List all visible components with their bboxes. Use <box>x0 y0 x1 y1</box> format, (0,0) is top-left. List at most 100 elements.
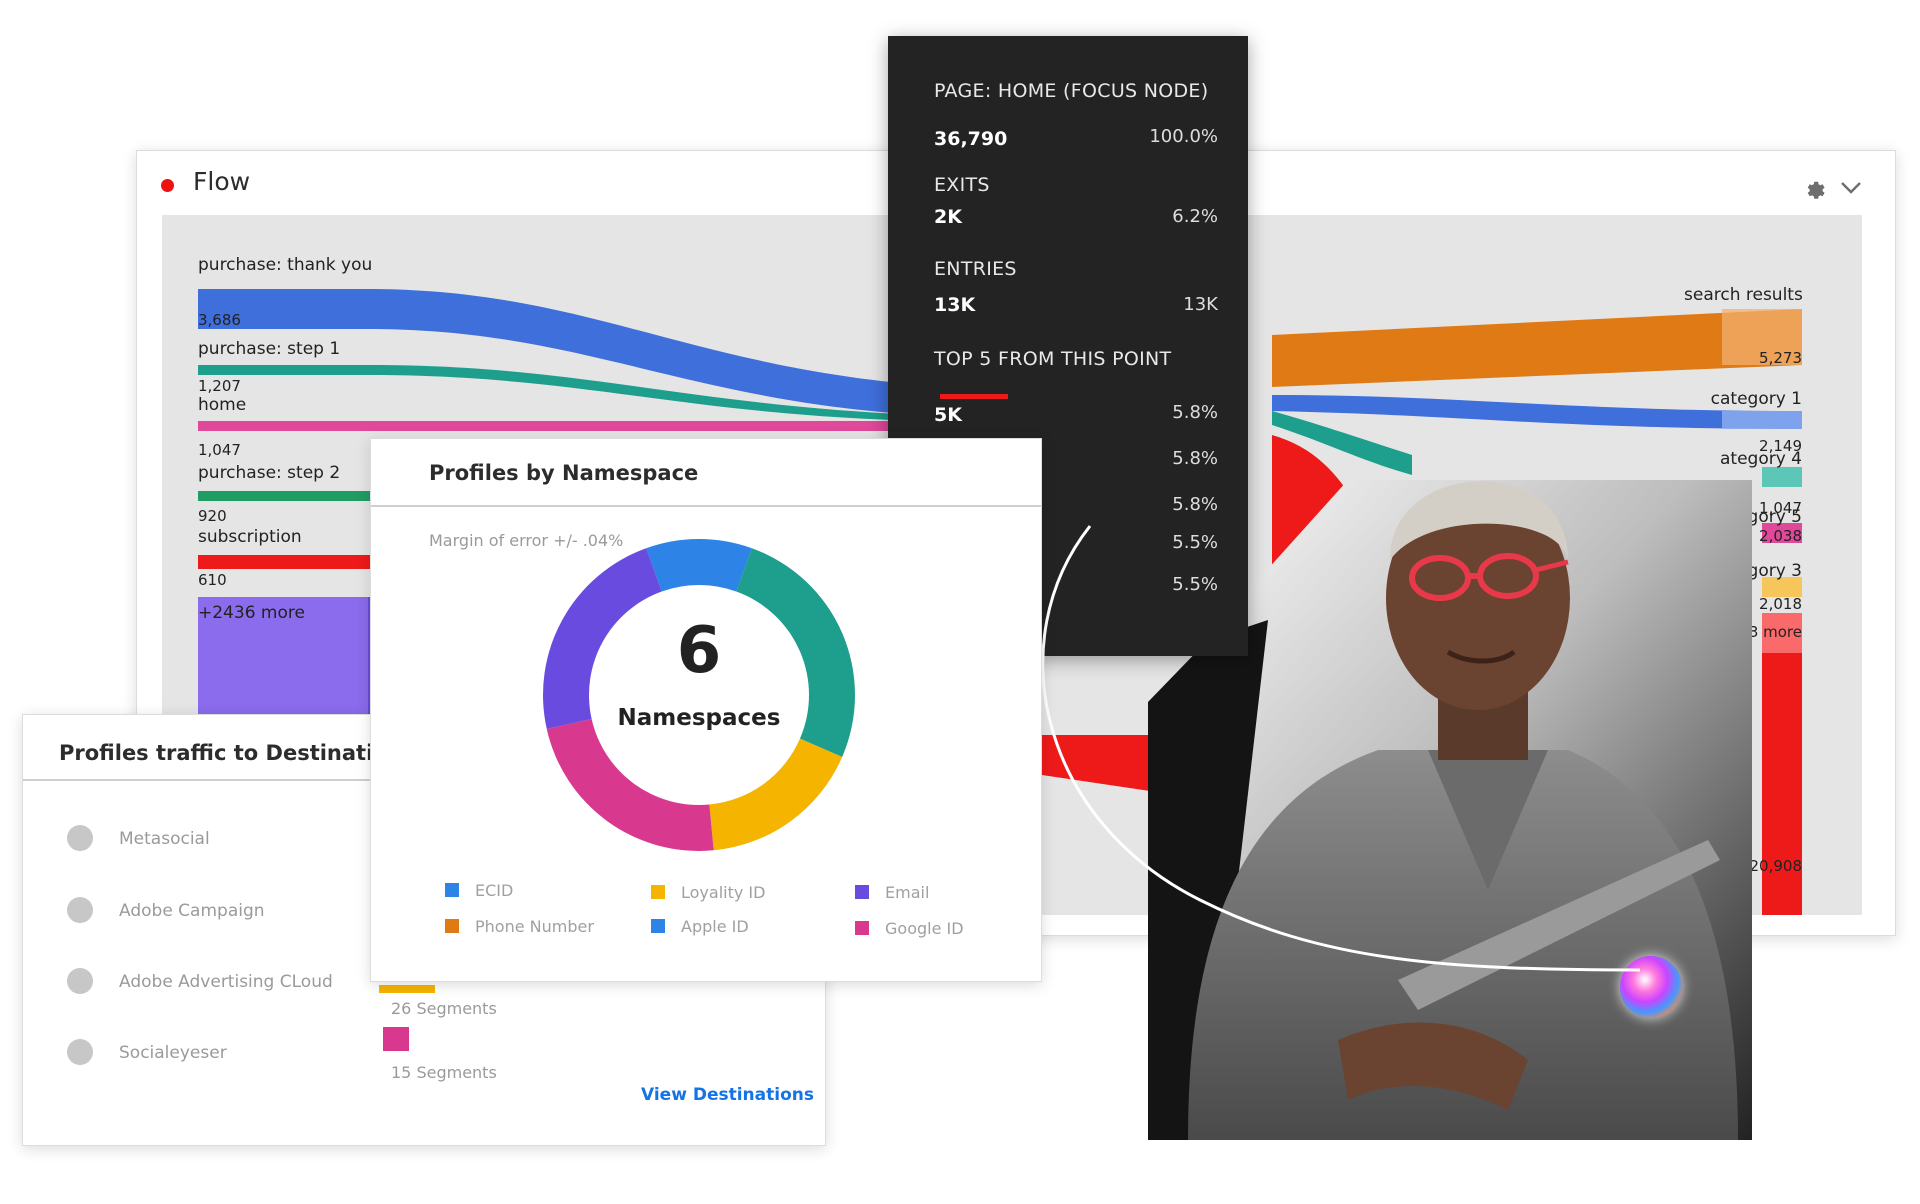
ribbon-blue <box>368 289 922 415</box>
node-bar-purchase-step-2 <box>198 491 368 501</box>
legend-item: Google ID <box>855 919 964 938</box>
legend-item: Apple ID <box>651 917 749 936</box>
legend-swatch <box>445 919 459 933</box>
exits-value: 2K <box>934 206 962 228</box>
ribbon-orange <box>1272 309 1802 387</box>
node-bar-category-4 <box>1762 467 1802 487</box>
exits-pct: 6.2% <box>1172 206 1218 227</box>
entries-right: 13K <box>1183 294 1218 315</box>
namespace-donut <box>543 539 855 851</box>
node-label: category 1 <box>1710 389 1802 409</box>
node-bar-more-right-top <box>1762 613 1802 653</box>
legend-swatch <box>445 883 459 897</box>
node-bar-home <box>198 421 368 431</box>
top-pct-4: 5.5% <box>1172 532 1218 553</box>
legend-item: Phone Number <box>445 917 594 936</box>
node-value: 2,149 <box>1759 437 1802 455</box>
legend-swatch <box>651 919 665 933</box>
node-value: 1,047 <box>198 441 241 459</box>
circle-icon <box>67 825 93 851</box>
node-label: ategory 4 <box>1719 449 1802 469</box>
node-label: purchase: step 1 <box>198 339 341 359</box>
namespace-count: 6 <box>676 614 722 688</box>
node-value: 1,207 <box>198 377 241 395</box>
status-dot <box>161 179 174 192</box>
tooltip-heading: PAGE: HOME (FOCUS NODE) <box>934 80 1209 102</box>
node-value: 1,047 <box>1759 499 1802 517</box>
node-value: 3,686 <box>198 311 241 329</box>
segment-count: 26 Segments <box>391 999 497 1018</box>
donut-slice-1 <box>736 548 855 757</box>
ribbon-teal <box>368 365 922 421</box>
segment-bar-1 <box>379 985 435 993</box>
circle-icon <box>67 968 93 994</box>
top-pct-1: 5.8% <box>1172 402 1218 423</box>
tooltip-value-pct: 100.0% <box>1149 126 1218 147</box>
divider <box>371 505 1041 507</box>
node-bar-category-3 <box>1762 577 1802 597</box>
woman-photo <box>1148 480 1752 1140</box>
ribbon-pink <box>368 421 922 431</box>
destination-item[interactable]: Adobe Campaign <box>67 897 265 923</box>
legend-swatch <box>855 885 869 899</box>
node-label: search results <box>1684 285 1803 305</box>
color-orb <box>1620 956 1682 1018</box>
node-bar-purchase-thank-you <box>198 289 368 329</box>
donut-slice-2 <box>709 738 843 851</box>
destination-item[interactable]: Metasocial <box>67 825 210 851</box>
entries-value: 13K <box>934 294 976 316</box>
node-label: home <box>198 395 247 415</box>
legend-swatch <box>651 885 665 899</box>
exits-label: EXITS <box>934 174 990 196</box>
chevron-down-icon[interactable] <box>1839 179 1863 197</box>
namespace-card: Profiles by Namespace Margin of error +/… <box>370 438 1042 982</box>
flow-title: Flow <box>193 167 251 196</box>
legend-item: ECID <box>445 881 513 900</box>
donut-slice-3 <box>546 718 714 851</box>
divider <box>23 779 373 781</box>
donut-slice-0 <box>646 539 752 592</box>
node-label: purchase: step 2 <box>198 463 341 483</box>
legend-item: Email <box>855 883 929 902</box>
entries-label: ENTRIES <box>934 258 1017 280</box>
node-value: 920 <box>198 507 227 525</box>
top-pct-3: 5.8% <box>1172 494 1218 515</box>
namespace-title: Profiles by Namespace <box>429 461 699 485</box>
node-value: 20,908 <box>1749 857 1803 875</box>
namespace-count-label: Namespaces <box>617 705 781 731</box>
gear-icon[interactable] <box>1802 176 1826 200</box>
node-label: purchase: thank you <box>198 255 373 275</box>
top-pct-2: 5.8% <box>1172 448 1218 469</box>
node-bar-category-5 <box>1762 523 1802 543</box>
node-value: 5,273 <box>1759 349 1802 367</box>
segment-bar-2 <box>383 1027 409 1051</box>
destinations-title: Profiles traffic to Destinations <box>59 741 416 765</box>
ribbon-blue-right <box>1272 395 1802 429</box>
connector-curve <box>1041 525 1641 972</box>
top-label: TOP 5 FROM THIS POINT <box>934 348 1172 370</box>
top-value-1: 5K <box>934 404 962 426</box>
node-value: 2,038 <box>1759 527 1802 545</box>
donut-slice-4 <box>543 548 662 730</box>
ribbon-teal-right <box>1272 411 1412 475</box>
node-bar-subscription <box>198 555 368 569</box>
legend-swatch <box>855 921 869 935</box>
node-bar-search-results <box>1722 309 1802 365</box>
top-pct-5: 5.5% <box>1172 574 1218 595</box>
node-label: subscription <box>198 527 302 547</box>
circle-icon <box>67 897 93 923</box>
destination-item[interactable]: Socialeyeser <box>67 1039 227 1065</box>
tooltip-value: 36,790 <box>934 128 1008 150</box>
circle-icon <box>67 1039 93 1065</box>
node-bar-purchase-step-1 <box>198 365 368 375</box>
node-value: 2,018 <box>1759 595 1802 613</box>
node-bar-more-right <box>1762 613 1802 915</box>
view-destinations-link[interactable]: View Destinations <box>641 1085 814 1105</box>
destination-item[interactable]: Adobe Advertising CLoud <box>67 968 333 994</box>
legend-item: Loyality ID <box>651 883 765 902</box>
node-value: 610 <box>198 571 227 589</box>
segment-count: 15 Segments <box>391 1063 497 1082</box>
top-bar-1 <box>940 394 1008 399</box>
node-bar-category-1 <box>1722 411 1802 429</box>
more-nodes-link[interactable]: +2436 more <box>198 603 305 623</box>
